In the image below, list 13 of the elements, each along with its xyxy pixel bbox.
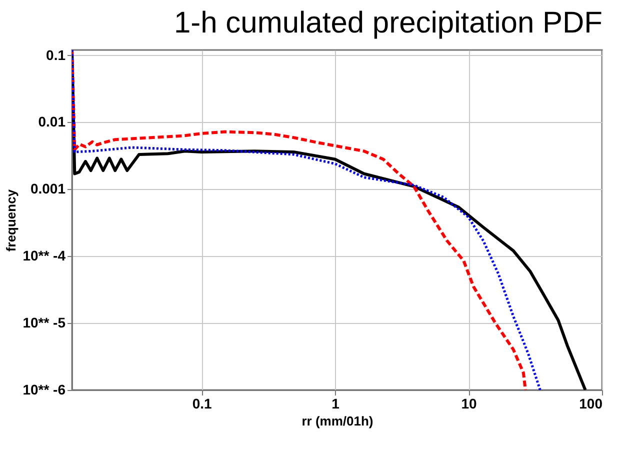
y-axis-title: frequency: [4, 188, 19, 252]
y-tick-label: 0.001: [30, 180, 66, 197]
x-tick-label: 100: [579, 396, 603, 412]
x-tick-label: 10: [461, 396, 478, 412]
y-tick-label: 0.01: [38, 114, 66, 130]
x-axis-title: rr (mm/01h): [302, 414, 374, 428]
x-tick-label: 1: [332, 396, 340, 412]
y-tick-label: 0.1: [46, 46, 66, 63]
y-tick-label: 10** -4: [22, 248, 66, 264]
y-tick-label: 10** -6: [22, 382, 66, 398]
y-tick-label: 10** -5: [22, 314, 66, 331]
chart-title: 1-h cumulated precipitation PDF: [174, 6, 602, 40]
x-tick-label: 0.1: [192, 396, 212, 412]
